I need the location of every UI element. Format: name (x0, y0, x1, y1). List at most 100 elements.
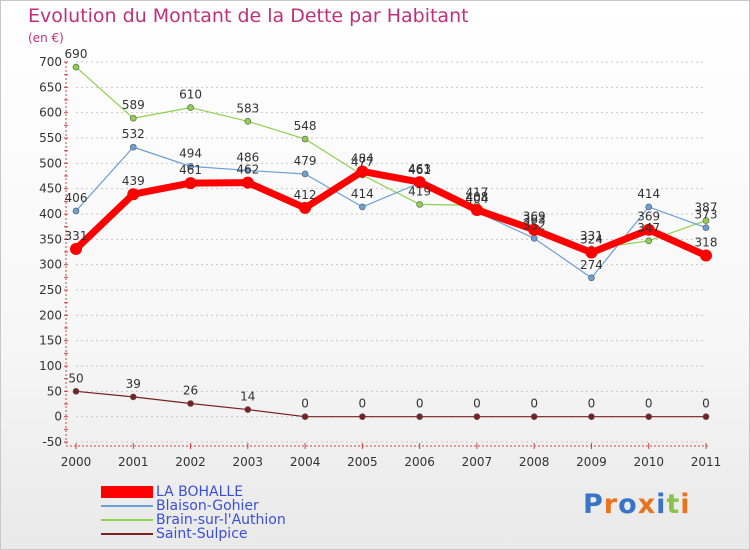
y-tick-label: 350 (39, 232, 62, 246)
data-label: 352 (523, 218, 546, 232)
data-label: 331 (580, 229, 603, 243)
series-line (75, 146, 707, 279)
x-tick-label: 2001 (118, 455, 149, 469)
data-label: 0 (359, 397, 367, 411)
data-point (241, 176, 254, 189)
x-tick-label: 2006 (404, 455, 435, 469)
data-point (301, 413, 309, 420)
data-point (129, 143, 137, 151)
data-label: 583 (236, 101, 259, 115)
logo-letter: x (637, 489, 657, 520)
data-point (416, 201, 423, 208)
data-label: 417 (465, 185, 488, 199)
y-tick-label: 700 (39, 55, 62, 69)
data-point (359, 413, 366, 420)
data-label: 14 (240, 390, 255, 404)
data-point (187, 104, 194, 111)
data-point (301, 135, 309, 143)
data-label: 373 (695, 208, 718, 222)
data-point (588, 413, 595, 420)
legend-label: Saint-Sulpice (156, 526, 248, 542)
proxiti-logo: Proxiti (583, 489, 691, 520)
y-tick-label: 450 (39, 182, 62, 196)
data-label: 690 (65, 47, 88, 61)
y-tick-label: 50 (47, 384, 62, 398)
data-point (702, 413, 710, 420)
data-point (244, 167, 252, 174)
data-point (187, 163, 194, 170)
legend-label: LA BOHALLE (156, 484, 244, 500)
data-point (129, 114, 137, 122)
legend-entry: Saint-Sulpice (101, 526, 286, 542)
data-label: 477 (351, 155, 374, 169)
data-label: 0 (301, 397, 309, 411)
logo-letter: P (583, 489, 604, 520)
data-label: 318 (695, 236, 718, 250)
data-label: 486 (236, 150, 259, 164)
data-point (645, 413, 653, 420)
data-point (72, 63, 80, 71)
data-point (645, 237, 653, 245)
data-label: 408 (465, 190, 488, 204)
data-label: 0 (645, 397, 653, 411)
data-point (588, 274, 595, 282)
data-point (702, 224, 710, 231)
y-tick-label: -50 (42, 435, 62, 449)
x-tick-label: 2005 (347, 455, 378, 469)
data-label: 412 (294, 188, 317, 202)
data-label: 532 (122, 127, 145, 141)
data-label: 0 (416, 397, 424, 411)
y-tick-label: 550 (39, 131, 62, 145)
line-chart: -500501001502002503003504004505005506006… (39, 47, 721, 469)
data-label: 414 (637, 187, 660, 201)
y-tick-label: 500 (39, 156, 62, 170)
logo-letter: r (603, 489, 619, 520)
legend-label: Brain-sur-l'Authion (156, 512, 286, 528)
data-point (702, 217, 710, 224)
logo-letter: o (618, 489, 638, 520)
series-line (75, 390, 707, 418)
data-label: 369 (637, 210, 660, 224)
legend-swatch (101, 505, 153, 507)
data-point (187, 400, 194, 407)
data-point (301, 170, 309, 178)
data-label: 404 (465, 192, 488, 206)
data-label: 494 (179, 146, 202, 160)
chart-title: Evolution du Montant de la Dette par Hab… (28, 5, 469, 27)
data-point (700, 249, 712, 262)
y-axis-unit: (en €) (28, 31, 64, 45)
y-tick-label: 650 (39, 80, 62, 94)
data-label: 324 (580, 233, 603, 247)
data-label: 589 (122, 98, 145, 112)
legend-label: Blaison-Gohier (156, 498, 259, 514)
x-tick-label: 2002 (175, 455, 206, 469)
data-label: 463 (408, 162, 431, 176)
data-point (127, 188, 140, 201)
data-point (244, 406, 252, 413)
logo-letter: i (656, 489, 667, 520)
data-point (129, 393, 137, 401)
y-tick-label: 300 (39, 258, 62, 272)
x-tick-label: 2008 (519, 455, 550, 469)
data-label: 406 (65, 191, 88, 205)
y-tick-label: 400 (39, 207, 62, 221)
x-tick-label: 2009 (576, 455, 607, 469)
data-point (530, 235, 538, 242)
data-point (356, 165, 369, 178)
y-tick-label: 600 (39, 106, 62, 120)
data-point (642, 223, 655, 236)
data-point (359, 203, 366, 211)
y-tick-label: 150 (39, 334, 62, 348)
data-label: 548 (294, 119, 317, 133)
x-tick-label: 2010 (633, 455, 664, 469)
legend-swatch (101, 486, 153, 498)
y-tick-label: 0 (54, 410, 62, 424)
data-label: 461 (179, 163, 202, 177)
data-label: 0 (473, 397, 481, 411)
data-point (470, 203, 483, 216)
data-label: 387 (695, 201, 718, 215)
y-tick-label: 200 (39, 308, 62, 322)
data-label: 363 (523, 213, 546, 227)
data-point (585, 246, 598, 259)
